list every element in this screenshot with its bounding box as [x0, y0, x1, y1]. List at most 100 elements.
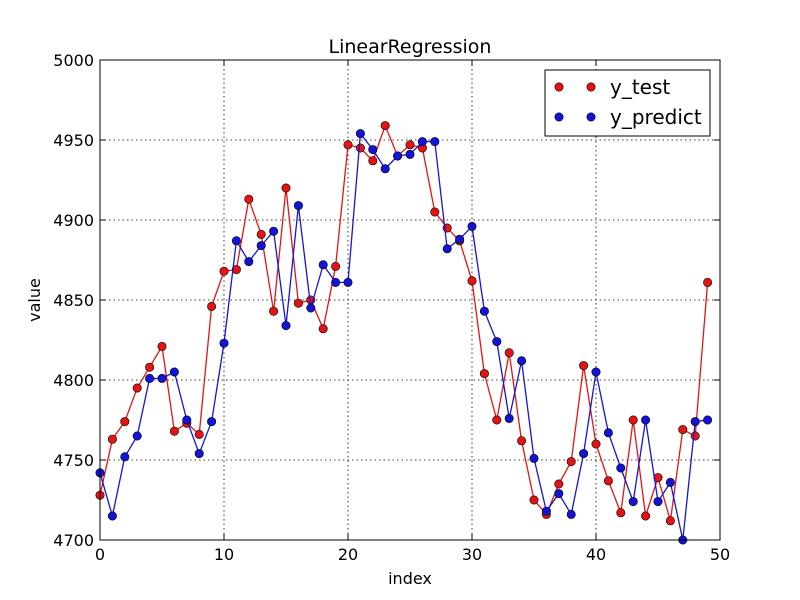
data-point-y-predict	[157, 373, 167, 383]
x-tick-label: 50	[710, 545, 730, 564]
y-tick-label: 4800	[53, 371, 94, 390]
data-point-y-predict	[368, 145, 378, 155]
data-point-y-predict	[331, 277, 341, 287]
data-point-y-test	[194, 429, 204, 439]
data-point-y-predict	[504, 413, 514, 423]
data-point-y-test	[678, 425, 688, 435]
data-point-y-test	[492, 415, 502, 425]
data-point-y-test	[628, 415, 638, 425]
data-point-y-predict	[653, 497, 663, 507]
data-point-y-test	[517, 436, 527, 446]
data-point-y-test	[380, 121, 390, 131]
data-point-y-test	[120, 417, 130, 427]
data-point-y-predict	[293, 201, 303, 211]
data-point-y-predict	[641, 415, 651, 425]
data-point-y-test	[368, 156, 378, 166]
data-point-y-predict	[479, 306, 489, 316]
data-point-y-test	[281, 183, 291, 193]
data-point-y-test	[479, 369, 489, 379]
data-point-y-predict	[579, 449, 589, 459]
data-point-y-test	[169, 426, 179, 436]
x-axis-label: index	[388, 569, 432, 588]
legend-marker-y-predict	[554, 112, 564, 122]
data-point-y-test	[157, 341, 167, 351]
data-point-y-predict	[145, 373, 155, 383]
data-point-y-predict	[591, 367, 601, 377]
data-point-y-predict	[492, 337, 502, 347]
data-point-y-predict	[306, 303, 316, 313]
data-point-y-predict	[442, 244, 452, 254]
data-point-y-test	[269, 306, 279, 316]
data-point-y-test	[355, 143, 365, 153]
data-point-y-predict	[703, 415, 713, 425]
data-point-y-test	[132, 383, 142, 393]
series-line-y-test	[99, 123, 709, 521]
data-point-y-predict	[616, 463, 626, 473]
data-point-y-predict	[107, 511, 117, 521]
data-point-y-test	[256, 229, 266, 239]
data-point-y-test	[529, 495, 539, 505]
series-y-predict	[95, 129, 713, 545]
legend-marker-y-test	[586, 82, 596, 92]
data-point-y-predict	[120, 452, 130, 462]
data-point-y-predict	[132, 431, 142, 441]
chart-title: LinearRegression	[329, 36, 492, 58]
data-point-y-test	[231, 265, 241, 275]
legend-label-y-predict: y_predict	[610, 105, 702, 129]
data-point-y-predict	[194, 449, 204, 459]
data-point-y-predict	[455, 234, 465, 244]
data-point-y-predict	[566, 509, 576, 519]
x-tick-label: 0	[95, 545, 105, 564]
data-point-y-predict	[467, 221, 477, 231]
data-point-y-predict	[318, 260, 328, 270]
y-tick-label: 4900	[53, 211, 94, 230]
data-point-y-predict	[343, 277, 353, 287]
legend-items: y_test y_predict	[554, 75, 702, 129]
data-point-y-test	[603, 476, 613, 486]
data-point-y-predict	[256, 241, 266, 251]
data-point-y-test	[665, 516, 675, 526]
legend-label-y-test: y_test	[610, 75, 670, 99]
legend: y_test y_predict	[544, 69, 711, 137]
tick-layer: 0 10 20 30 40 50 4700 4750 4800 4850 4900 4950 5000	[53, 51, 730, 564]
data-point-y-test	[244, 194, 254, 204]
data-point-y-predict	[517, 356, 527, 366]
legend-marker-y-test	[554, 82, 564, 92]
data-point-y-test	[504, 348, 514, 358]
data-point-y-test	[690, 431, 700, 441]
y-tick-label: 4750	[53, 451, 94, 470]
data-point-y-test	[107, 434, 117, 444]
x-tick-label: 30	[462, 545, 482, 564]
legend-box	[544, 69, 711, 137]
data-point-y-predict	[169, 367, 179, 377]
data-point-y-test	[145, 362, 155, 372]
data-point-y-predict	[231, 236, 241, 246]
data-point-y-predict	[182, 415, 192, 425]
data-point-y-predict	[665, 477, 675, 487]
data-point-y-predict	[690, 417, 700, 427]
y-tick-label: 4850	[53, 291, 94, 310]
data-point-y-test	[641, 511, 651, 521]
data-point-y-predict	[355, 129, 365, 139]
data-point-y-test	[207, 301, 217, 311]
data-point-y-predict	[541, 506, 551, 516]
data-point-y-test	[554, 479, 564, 489]
data-point-y-test	[703, 277, 713, 287]
x-tick-label: 10	[214, 545, 234, 564]
data-point-y-test	[331, 261, 341, 271]
data-point-y-test	[430, 207, 440, 217]
data-point-y-predict	[628, 497, 638, 507]
grid-layer	[100, 60, 720, 540]
x-tick-label: 20	[338, 545, 358, 564]
x-tick-label: 40	[586, 545, 606, 564]
data-point-y-predict	[405, 149, 415, 159]
data-point-y-test	[616, 508, 626, 518]
data-point-y-predict	[269, 226, 279, 236]
data-point-y-predict	[281, 321, 291, 331]
data-point-y-test	[343, 140, 353, 150]
data-point-y-predict	[554, 489, 564, 499]
data-point-y-test	[591, 439, 601, 449]
legend-marker-y-predict	[586, 112, 596, 122]
series-layer	[95, 121, 713, 545]
y-axis-label: value	[25, 278, 44, 322]
